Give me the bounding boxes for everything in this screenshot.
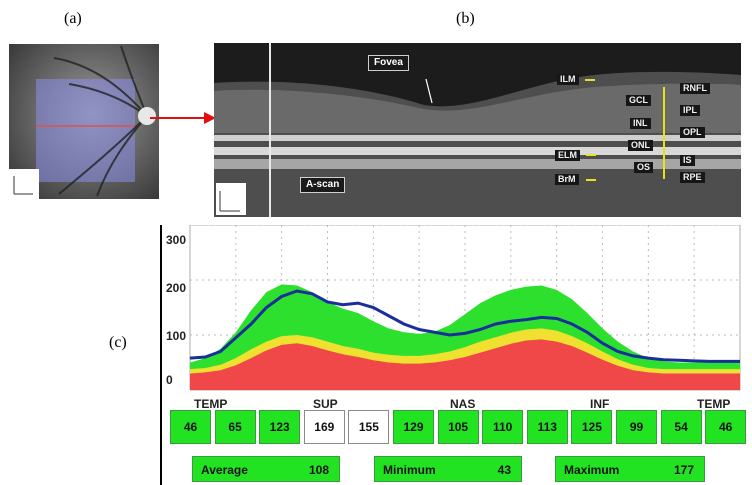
sector-temp-2: TEMP <box>697 397 731 411</box>
sector-value-cell: 46 <box>705 410 747 444</box>
plot-axis-line <box>160 225 162 485</box>
sector-value-cell: 110 <box>482 410 524 444</box>
maximum-box: Maximum 177 <box>555 456 705 482</box>
panel-label-c: (c) <box>109 334 127 351</box>
sector-value-cell: 113 <box>526 410 568 444</box>
minimum-value: 43 <box>497 463 511 477</box>
maximum-label: Maximum <box>564 463 620 477</box>
layer-onl: ONL <box>628 140 653 151</box>
sector-value-cell: 54 <box>660 410 702 444</box>
sector-value-cell: 105 <box>437 410 479 444</box>
sector-sup: SUP <box>313 397 338 411</box>
sector-value-cell: 169 <box>303 410 345 444</box>
average-box: Average 108 <box>192 456 340 482</box>
ytick-200: 200 <box>166 281 187 295</box>
ascan-label: A-scan <box>300 177 346 193</box>
layer-elm: ELM <box>555 150 580 161</box>
layer-rpe: RPE <box>680 172 705 183</box>
sector-nas: NAS <box>450 397 476 411</box>
layer-opl: OPL <box>680 127 705 138</box>
sector-value-cell: 125 <box>571 410 613 444</box>
minimum-label: Minimum <box>383 463 436 477</box>
minimum-box: Minimum 43 <box>374 456 522 482</box>
average-value: 108 <box>308 463 329 477</box>
patient-thickness-line <box>189 289 740 363</box>
sector-value-cell: 65 <box>214 410 256 444</box>
abnormal-band <box>190 339 740 390</box>
sector-value-cell: 123 <box>259 410 301 444</box>
ytick-300: 300 <box>166 233 187 247</box>
fovea-label: Fovea <box>368 55 409 71</box>
sector-value-cell: 99 <box>616 410 657 444</box>
sector-value-cell: 46 <box>170 410 211 444</box>
layer-os: OS <box>634 162 654 173</box>
layer-rnfl: RNFL <box>680 83 710 94</box>
sector-temp-1: TEMP <box>194 397 228 411</box>
arrow-icon <box>150 112 216 124</box>
sector-values-row: 46 65 123 169 155 129 105 110 113 125 99 54 46 <box>170 410 750 446</box>
layer-brm: BrM <box>555 174 579 185</box>
ytick-0: 0 <box>166 373 173 387</box>
layer-inl: INL <box>630 118 651 129</box>
oct-bscan: Fovea A-scan ILM ELM BrM GCL INL ONL OS … <box>214 43 741 217</box>
layer-is: IS <box>680 155 695 166</box>
ytick-100: 100 <box>166 329 187 343</box>
rnfl-thickness-plot <box>189 225 741 391</box>
sector-inf: INF <box>590 397 610 411</box>
layer-gcl: GCL <box>626 95 651 106</box>
layer-ipl: IPL <box>680 105 701 116</box>
sector-value-cell: 129 <box>393 410 434 444</box>
sector-value-cell: 155 <box>348 410 390 444</box>
panel-label-a: (a) <box>64 10 82 27</box>
layer-ilm: ILM <box>557 74 579 85</box>
maximum-value: 177 <box>673 463 694 477</box>
panel-label-b: (b) <box>456 10 475 27</box>
fundus-image <box>9 44 159 199</box>
average-label: Average <box>201 463 248 477</box>
